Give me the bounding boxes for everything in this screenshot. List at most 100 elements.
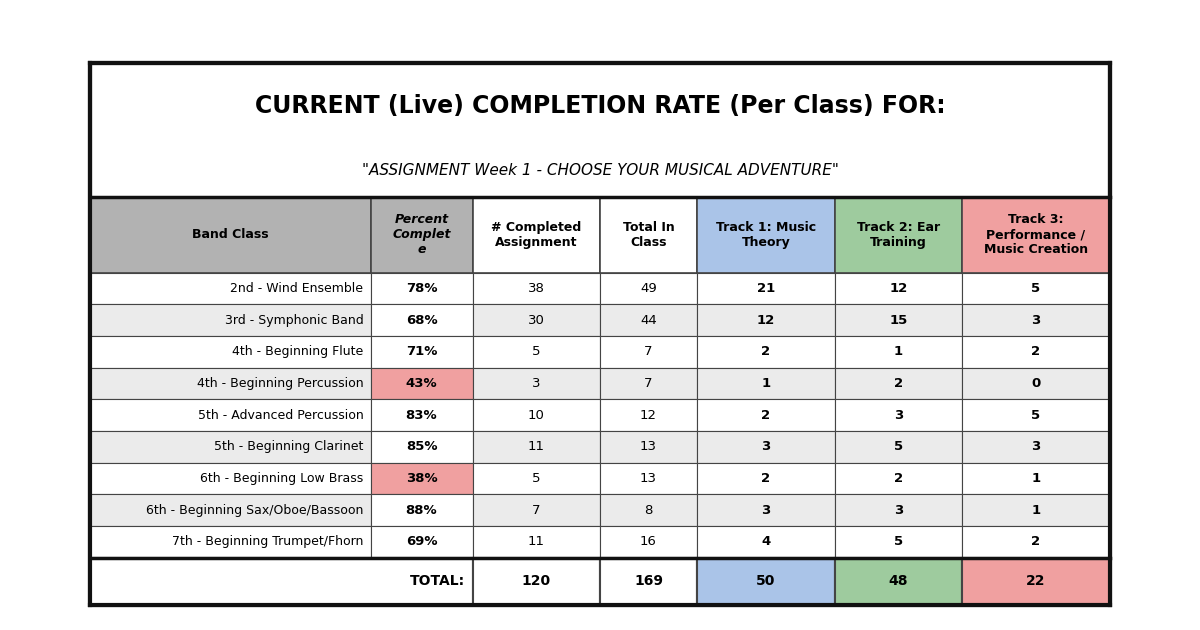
Bar (835, 273, 962, 304)
Bar (600, 431, 697, 462)
Bar (473, 495, 600, 526)
Bar (371, 368, 473, 399)
Bar (90, 431, 371, 462)
Text: 43%: 43% (406, 377, 437, 390)
Bar (600, 273, 697, 304)
Bar (473, 336, 600, 368)
Text: 5th - Advanced Percussion: 5th - Advanced Percussion (198, 409, 364, 421)
Bar (962, 304, 1110, 336)
Text: 1: 1 (761, 377, 770, 390)
Text: 3: 3 (1032, 314, 1040, 327)
Text: 5th - Beginning Clarinet: 5th - Beginning Clarinet (214, 440, 364, 454)
Text: 4th - Beginning Flute: 4th - Beginning Flute (232, 345, 364, 358)
Bar (697, 336, 835, 368)
Bar (371, 399, 473, 431)
Bar (90, 558, 473, 605)
Bar (697, 431, 835, 462)
Text: 3: 3 (894, 503, 902, 517)
Text: 6th - Beginning Sax/Oboe/Bassoon: 6th - Beginning Sax/Oboe/Bassoon (146, 503, 364, 517)
Bar (371, 431, 473, 462)
Bar (697, 495, 835, 526)
Text: 49: 49 (640, 282, 656, 295)
Text: 85%: 85% (406, 440, 437, 454)
Text: Percent
Complet
e: Percent Complet e (392, 214, 451, 256)
Bar (697, 399, 835, 431)
Text: 3: 3 (894, 409, 902, 421)
Text: 169: 169 (634, 574, 662, 588)
Bar (90, 399, 371, 431)
Bar (962, 336, 1110, 368)
Text: 2: 2 (1032, 536, 1040, 548)
Text: 22: 22 (1026, 574, 1046, 588)
Text: 38%: 38% (406, 472, 437, 485)
Text: 11: 11 (528, 440, 545, 454)
Bar (473, 399, 600, 431)
Bar (962, 197, 1110, 273)
Bar (473, 368, 600, 399)
Bar (835, 431, 962, 462)
Text: 38: 38 (528, 282, 545, 295)
Text: 12: 12 (889, 282, 907, 295)
Text: 13: 13 (640, 472, 656, 485)
Text: 7: 7 (644, 345, 653, 358)
Bar (962, 526, 1110, 558)
Text: 5: 5 (532, 345, 540, 358)
Text: 7th - Beginning Trumpet/Fhorn: 7th - Beginning Trumpet/Fhorn (172, 536, 364, 548)
Text: 5: 5 (894, 536, 902, 548)
Text: 83%: 83% (406, 409, 437, 421)
Bar (600, 558, 697, 605)
Bar (697, 526, 835, 558)
Bar (835, 368, 962, 399)
Bar (600, 304, 697, 336)
Text: 13: 13 (640, 440, 656, 454)
Text: 10: 10 (528, 409, 545, 421)
Text: 2: 2 (894, 472, 902, 485)
Text: CURRENT (Live) COMPLETION RATE (Per Class) FOR:: CURRENT (Live) COMPLETION RATE (Per Clas… (254, 93, 946, 118)
Text: Track 1: Music
Theory: Track 1: Music Theory (715, 221, 816, 249)
Bar (473, 273, 600, 304)
Text: 44: 44 (640, 314, 656, 327)
Bar (697, 273, 835, 304)
Bar (371, 304, 473, 336)
Text: 2nd - Wind Ensemble: 2nd - Wind Ensemble (230, 282, 364, 295)
Bar (90, 368, 371, 399)
Bar (962, 273, 1110, 304)
Bar (697, 304, 835, 336)
Bar (90, 304, 371, 336)
Text: 7: 7 (532, 503, 540, 517)
Bar (962, 558, 1110, 605)
Text: 1: 1 (1032, 503, 1040, 517)
Text: 8: 8 (644, 503, 653, 517)
Bar (697, 558, 835, 605)
Bar (473, 197, 600, 273)
Text: # Completed
Assignment: # Completed Assignment (491, 221, 581, 249)
Bar (835, 399, 962, 431)
Text: 2: 2 (761, 472, 770, 485)
Text: 3: 3 (1032, 440, 1040, 454)
Bar (473, 431, 600, 462)
Bar (90, 526, 371, 558)
Bar (90, 336, 371, 368)
Bar (371, 526, 473, 558)
Bar (371, 273, 473, 304)
Bar (371, 336, 473, 368)
Text: Band Class: Band Class (192, 229, 269, 241)
Text: 12: 12 (757, 314, 775, 327)
Bar (962, 462, 1110, 495)
Bar (90, 495, 371, 526)
Text: 2: 2 (761, 409, 770, 421)
Bar (90, 197, 371, 273)
Bar (473, 526, 600, 558)
Bar (90, 273, 371, 304)
Bar (835, 558, 962, 605)
Bar (835, 336, 962, 368)
Bar (600, 336, 697, 368)
Text: 16: 16 (640, 536, 656, 548)
Text: Total In
Class: Total In Class (623, 221, 674, 249)
Text: 2: 2 (761, 345, 770, 358)
Bar (600, 462, 697, 495)
Text: 30: 30 (528, 314, 545, 327)
Text: Track 2: Ear
Training: Track 2: Ear Training (857, 221, 940, 249)
Text: 68%: 68% (406, 314, 437, 327)
Text: 1: 1 (894, 345, 902, 358)
